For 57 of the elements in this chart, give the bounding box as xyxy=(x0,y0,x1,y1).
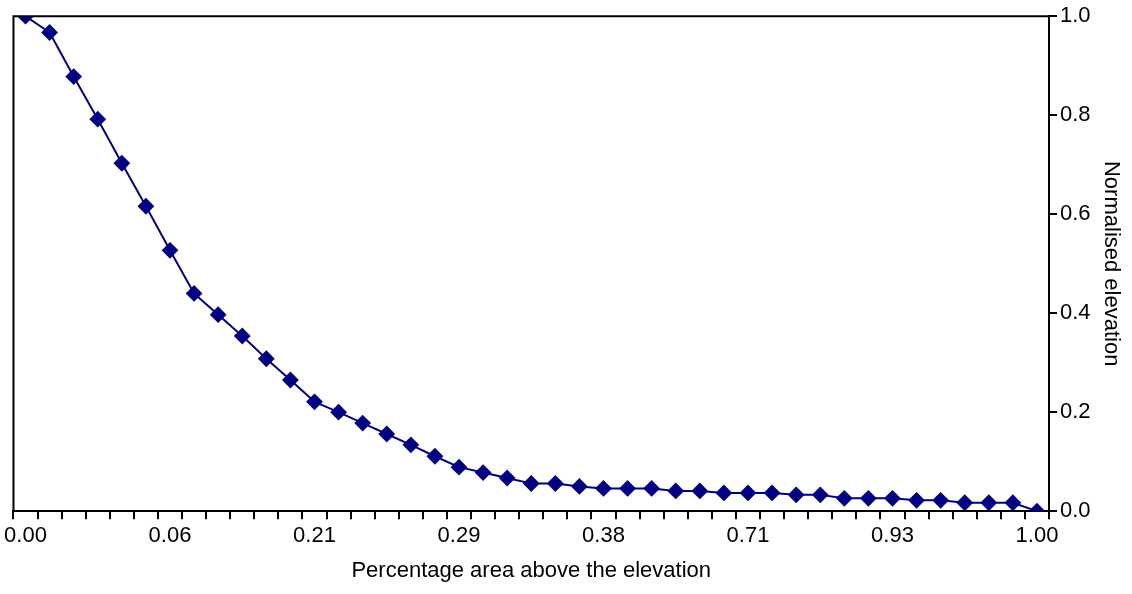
x-axis-title: Percentage area above the elevation xyxy=(351,556,712,582)
point xyxy=(41,24,58,41)
point xyxy=(932,492,949,509)
x-tick-label: 0.93 xyxy=(871,522,914,548)
point xyxy=(619,480,636,497)
x-tick-label: 0.71 xyxy=(726,522,770,548)
x-tick-label: 1.00 xyxy=(1015,522,1059,548)
point xyxy=(65,68,82,85)
point xyxy=(547,475,564,492)
point xyxy=(956,494,973,511)
point xyxy=(884,490,901,507)
point xyxy=(595,480,612,497)
point xyxy=(89,111,106,128)
point xyxy=(306,393,323,410)
point xyxy=(812,486,829,503)
y-tick-label: 0.6 xyxy=(1060,200,1091,226)
point xyxy=(282,372,299,389)
point xyxy=(523,475,540,492)
point xyxy=(1004,494,1021,511)
point xyxy=(980,494,997,511)
point xyxy=(378,425,395,442)
x-tick-label: 0.06 xyxy=(148,522,192,548)
y-tick-label: 1.0 xyxy=(1060,2,1091,28)
y-tick-label: 0.2 xyxy=(1060,398,1091,424)
point xyxy=(113,155,130,172)
point xyxy=(354,415,371,432)
x-tick-label: 0.38 xyxy=(582,522,625,548)
point xyxy=(908,492,925,509)
x-tick-label: 0.29 xyxy=(437,522,481,548)
point xyxy=(499,470,516,487)
point xyxy=(258,350,275,367)
point xyxy=(643,480,660,497)
point xyxy=(764,484,781,501)
point xyxy=(137,198,154,215)
point xyxy=(860,490,877,507)
point xyxy=(788,486,805,503)
y-tick-label: 0.8 xyxy=(1060,101,1091,127)
point xyxy=(162,242,179,259)
point xyxy=(186,285,203,302)
x-tick-label: 0.21 xyxy=(293,522,336,548)
point xyxy=(571,478,588,495)
point xyxy=(691,482,708,499)
point xyxy=(667,482,684,499)
point xyxy=(836,490,853,507)
y-tick-label: 0.0 xyxy=(1060,497,1091,523)
point xyxy=(426,448,443,465)
point xyxy=(739,484,756,501)
y-tick-label: 0.4 xyxy=(1060,299,1091,325)
point xyxy=(330,404,347,421)
point xyxy=(475,464,492,481)
point xyxy=(715,484,732,501)
point xyxy=(210,306,227,323)
y-axis-title: Normalised elevation xyxy=(1099,160,1125,367)
point xyxy=(234,327,251,344)
point xyxy=(402,436,419,453)
point xyxy=(451,459,467,476)
x-tick-label: 0.00 xyxy=(4,522,47,548)
